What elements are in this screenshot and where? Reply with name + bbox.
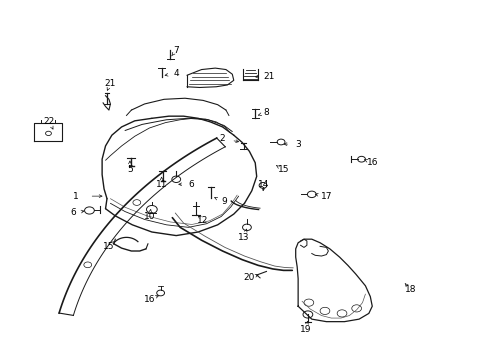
Text: 9: 9	[221, 197, 226, 206]
Text: 3: 3	[295, 140, 301, 149]
Text: 11: 11	[156, 180, 167, 189]
Text: 1: 1	[73, 192, 79, 201]
Text: 13: 13	[237, 233, 249, 242]
Text: 17: 17	[320, 192, 331, 201]
Text: 5: 5	[127, 165, 133, 174]
Text: 18: 18	[404, 285, 415, 294]
Text: 16: 16	[144, 294, 155, 303]
Text: 7: 7	[173, 46, 179, 55]
Text: 14: 14	[258, 180, 269, 189]
Text: 22: 22	[44, 117, 55, 126]
Text: 15: 15	[277, 166, 289, 175]
Text: 10: 10	[143, 212, 155, 221]
Text: 6: 6	[70, 208, 76, 217]
Text: 8: 8	[263, 108, 269, 117]
Text: 6: 6	[187, 180, 193, 189]
Text: 4: 4	[173, 69, 179, 78]
Text: 21: 21	[263, 72, 274, 81]
Text: 20: 20	[243, 273, 255, 282]
Text: 16: 16	[366, 158, 377, 167]
Text: 15: 15	[103, 242, 115, 251]
Text: 19: 19	[299, 325, 310, 334]
Text: 2: 2	[219, 134, 225, 143]
Text: 12: 12	[197, 216, 208, 225]
Text: 21: 21	[104, 79, 116, 88]
